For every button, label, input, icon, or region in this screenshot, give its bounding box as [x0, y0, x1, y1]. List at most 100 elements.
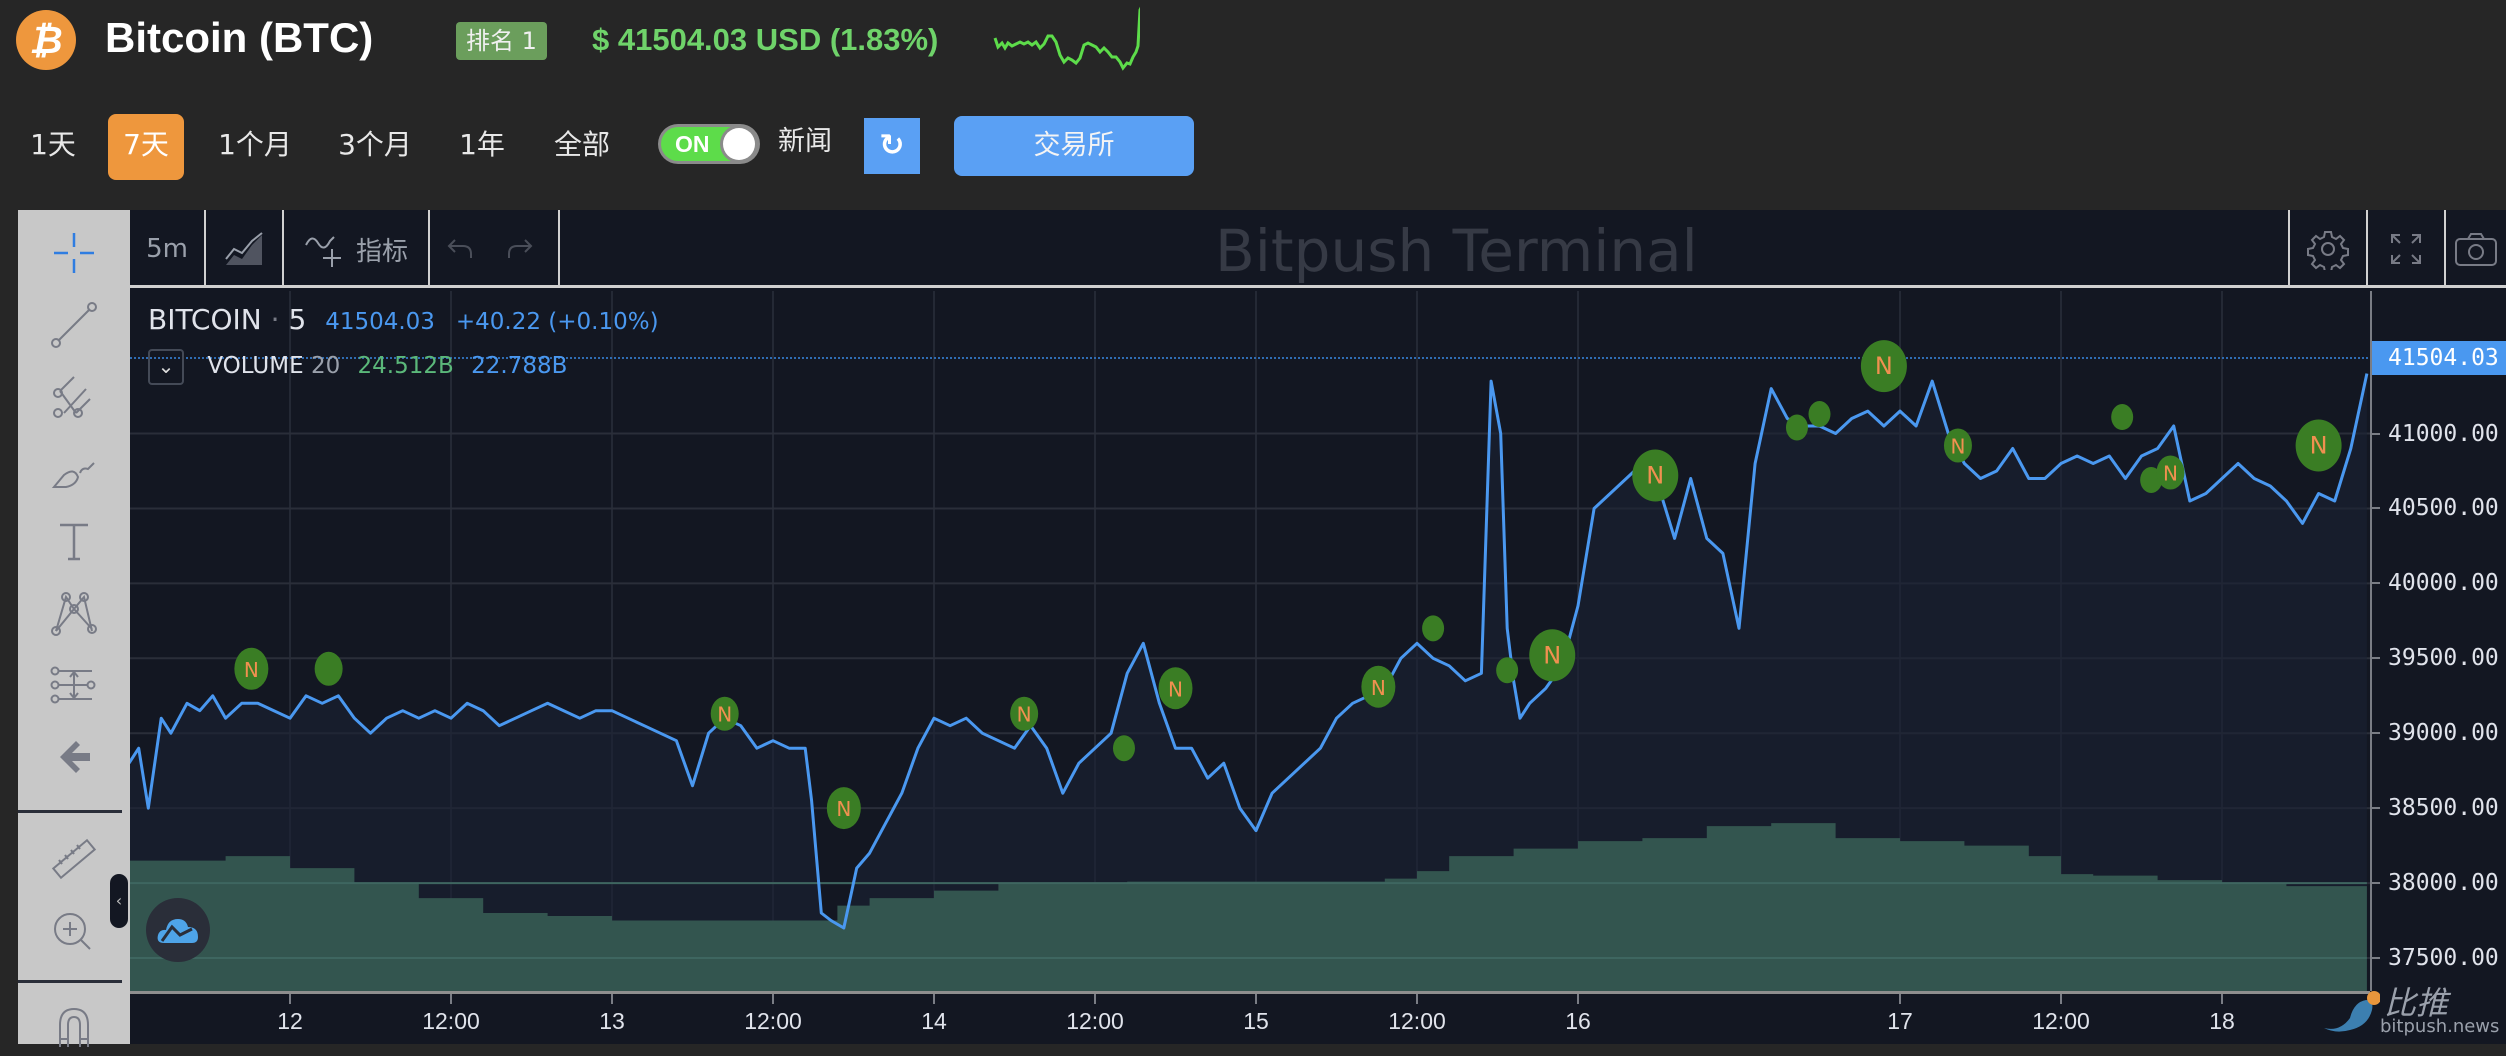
- range-1m-button[interactable]: 1个月: [218, 128, 292, 161]
- pitchfork-icon: [53, 376, 91, 418]
- pattern-tool[interactable]: [18, 582, 130, 644]
- remove-drawings-tool[interactable]: [18, 726, 130, 788]
- toolbar-separator: [282, 210, 284, 288]
- price-tick-label: 38000.00: [2388, 870, 2499, 897]
- news-marker[interactable]: [1529, 629, 1576, 682]
- price-line: [130, 373, 2369, 930]
- crosshair-tool[interactable]: [18, 222, 130, 284]
- brand-en: bitpush.news: [2380, 1016, 2500, 1037]
- news-marker[interactable]: [1808, 401, 1831, 428]
- refresh-icon: ↻: [879, 128, 905, 163]
- legend-last-price: 41504.03: [325, 309, 435, 335]
- news-marker[interactable]: [826, 787, 861, 830]
- time-tick-label: 15: [1243, 1008, 1269, 1034]
- range-7d-button[interactable]: 7天: [108, 114, 184, 180]
- terminal-watermark: Bitpush Terminal: [1215, 217, 1698, 285]
- undo-button[interactable]: [430, 210, 490, 288]
- news-marker-label: N: [1950, 435, 1965, 459]
- time-tick-label: 12:00: [744, 1008, 802, 1034]
- news-marker[interactable]: [1860, 340, 1907, 393]
- news-marker[interactable]: [2111, 404, 2134, 431]
- indicators-button[interactable]: 指标: [284, 210, 428, 288]
- pitchfork-tool[interactable]: [18, 366, 130, 428]
- toolbar-separator: [204, 210, 206, 288]
- toolbar-separator: [2288, 210, 2290, 288]
- time-tick-label: 12:00: [1066, 1008, 1124, 1034]
- news-marker[interactable]: [1361, 665, 1396, 708]
- price-tick-label: 38500.00: [2388, 795, 2499, 822]
- refresh-button[interactable]: ↻: [864, 118, 920, 174]
- chart-style-button[interactable]: [206, 210, 282, 288]
- time-tick: [450, 994, 452, 1004]
- toolbar-divider: [18, 980, 122, 983]
- price-chart-plot[interactable]: N N N N N N N N N N N N: [130, 291, 2370, 991]
- bitpush-chart-logo-button[interactable]: [146, 898, 210, 962]
- news-marker[interactable]: [1112, 735, 1135, 762]
- measure-range-icon: [50, 666, 96, 704]
- ruler-icon: [51, 838, 97, 880]
- news-marker[interactable]: [2156, 455, 2185, 490]
- news-marker[interactable]: [1496, 657, 1519, 684]
- zoom-in-icon: [54, 913, 91, 950]
- news-marker[interactable]: [1010, 696, 1039, 731]
- news-marker[interactable]: [1632, 449, 1679, 502]
- time-tick: [289, 994, 291, 1004]
- news-marker[interactable]: [314, 651, 343, 686]
- price-tick-label: 37500.00: [2388, 945, 2499, 971]
- price-axis[interactable]: 41000.00 40500.00 40000.00 39500.00 39000.00…: [2370, 291, 2506, 991]
- redo-button[interactable]: [490, 210, 550, 288]
- bird-logo-icon: [2324, 991, 2380, 1032]
- news-marker[interactable]: [2295, 419, 2342, 472]
- news-marker-label: N: [1543, 641, 1561, 669]
- range-1y-button[interactable]: 1年: [459, 128, 505, 161]
- coin-header: ₿ Bitcoin (BTC) 排名 1 $ 41504.03 USD (1.8…: [0, 0, 2506, 80]
- news-marker[interactable]: [710, 696, 739, 731]
- screenshot-button[interactable]: [2446, 210, 2506, 288]
- last-price-label: 41504.03: [2372, 341, 2506, 375]
- legend-symbol: BITCOIN: [148, 303, 262, 336]
- news-toggle[interactable]: ON: [658, 124, 760, 164]
- exchange-button[interactable]: 交易所: [954, 116, 1194, 176]
- news-label: 新闻: [778, 126, 832, 157]
- time-tick-label: 13: [599, 1008, 625, 1034]
- indicators-label: 指标: [355, 236, 408, 267]
- news-marker[interactable]: [1785, 414, 1808, 441]
- range-1d-button[interactable]: 1天: [30, 128, 76, 161]
- price-tick: [2372, 882, 2380, 885]
- measure-range-tool[interactable]: [18, 654, 130, 716]
- brush-tool[interactable]: [18, 438, 130, 500]
- toolbar-separator: [2366, 210, 2368, 288]
- legend-collapse-button[interactable]: ⌄: [148, 348, 184, 385]
- collapse-toolbar-button[interactable]: ‹: [110, 874, 128, 928]
- series-legend: BITCOIN · 5 41504.03 +40.22 (+0.10%): [148, 300, 659, 342]
- crosshair-icon: [54, 233, 94, 273]
- price-tick-label: 40500.00: [2388, 495, 2499, 522]
- range-all-button[interactable]: 全部: [553, 128, 610, 161]
- price-tick: [2372, 507, 2380, 510]
- interval-button[interactable]: 5m: [146, 234, 188, 264]
- legend-change: +40.22 (+0.10%): [455, 309, 659, 335]
- price-tick: [2372, 732, 2380, 735]
- time-tick-label: 12:00: [422, 1008, 480, 1034]
- news-marker[interactable]: [1158, 667, 1193, 710]
- coin-title: Bitcoin (BTC): [105, 14, 374, 61]
- settings-button[interactable]: [2290, 210, 2366, 288]
- screenshot-icon: [2455, 233, 2497, 266]
- fullscreen-button[interactable]: [2368, 210, 2444, 288]
- range-3m-button[interactable]: 3个月: [338, 128, 412, 161]
- time-tick: [772, 994, 774, 1004]
- news-marker[interactable]: [1422, 615, 1445, 642]
- news-marker[interactable]: [1943, 428, 1972, 463]
- news-marker[interactable]: [234, 647, 269, 690]
- magnet-tool[interactable]: [18, 994, 130, 1056]
- text-icon: [60, 523, 88, 561]
- pattern-icon: [51, 592, 97, 636]
- price-tick: [2372, 657, 2380, 660]
- zoom-tool[interactable]: [18, 900, 130, 962]
- trend-line-tool[interactable]: [18, 294, 130, 356]
- time-axis[interactable]: 12 12:00 13 12:00 14 12:00 15 12:00 16 17 12:00 18: [130, 991, 2370, 1044]
- text-tool[interactable]: [18, 510, 130, 572]
- news-marker-label: N: [1646, 461, 1664, 489]
- ruler-tool[interactable]: [18, 828, 130, 890]
- time-tick: [1255, 994, 1257, 1004]
